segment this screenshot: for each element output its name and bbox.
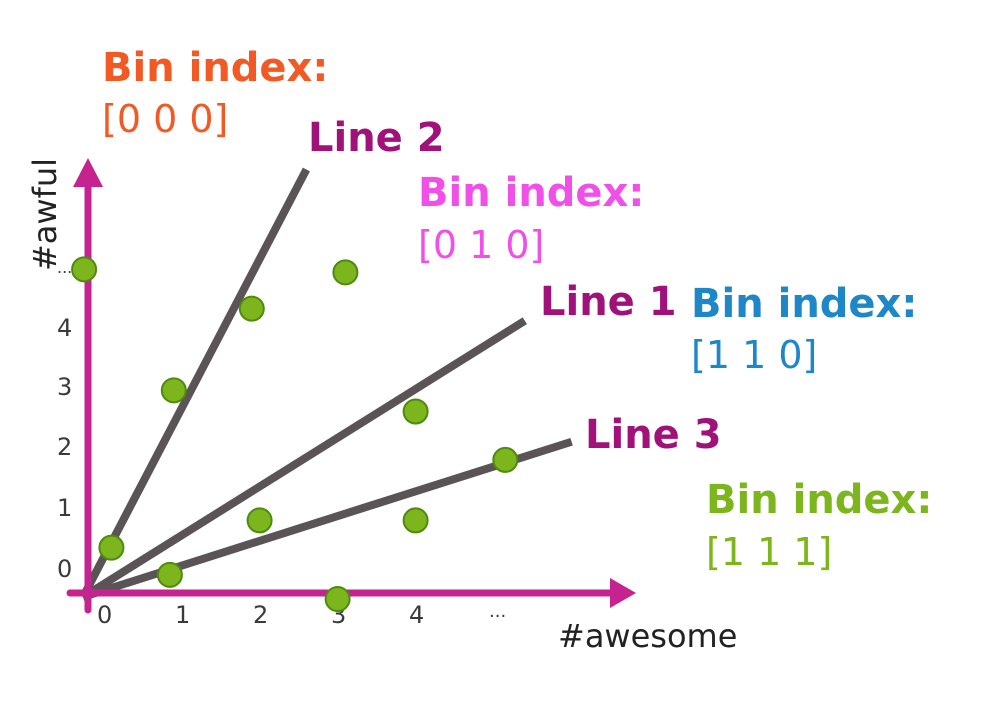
bin-000-value: [0 0 0] <box>102 97 229 141</box>
bin-010-header: Bin index: <box>418 170 645 216</box>
split-line-2 <box>79 167 310 599</box>
x-axis-arrowhead <box>610 578 636 608</box>
y-tick-1: 1 <box>57 494 73 522</box>
y-tick-0: 0 <box>57 555 73 583</box>
bin-111-header: Bin index: <box>706 477 933 523</box>
y-tick-3: 3 <box>57 373 73 401</box>
line-1-label: Line 1 <box>540 279 677 325</box>
y-tick-more: ... <box>57 258 73 277</box>
y-tick-2: 2 <box>57 433 73 461</box>
x-tick-2: 2 <box>253 601 269 629</box>
x-tick-more: ... <box>489 601 507 622</box>
y-axis-arrowhead <box>73 158 103 187</box>
data-point <box>324 586 351 613</box>
bin-110-value: [1 1 0] <box>691 333 818 377</box>
bin-010-value: [0 1 0] <box>418 223 545 267</box>
x-axis-title: #awesome <box>558 617 738 655</box>
data-point <box>332 259 359 286</box>
line-2-label: Line 2 <box>308 115 445 161</box>
bin-000-header: Bin index: <box>102 45 329 91</box>
data-point <box>160 377 187 404</box>
data-point <box>402 507 429 534</box>
data-point <box>71 256 98 283</box>
x-tick-0: 0 <box>97 601 113 629</box>
x-tick-1: 1 <box>175 601 191 629</box>
bin-111-value: [1 1 1] <box>706 530 833 574</box>
data-point <box>238 295 265 322</box>
split-line-1 <box>80 317 527 601</box>
line-3-label: Line 3 <box>585 412 722 458</box>
data-point <box>98 534 125 561</box>
bin-110-header: Bin index: <box>691 281 918 327</box>
data-point <box>246 507 273 534</box>
data-point <box>402 398 429 425</box>
data-point <box>492 446 519 473</box>
x-tick-4: 4 <box>409 601 425 629</box>
y-tick-4: 4 <box>57 314 73 342</box>
data-point <box>156 561 183 588</box>
